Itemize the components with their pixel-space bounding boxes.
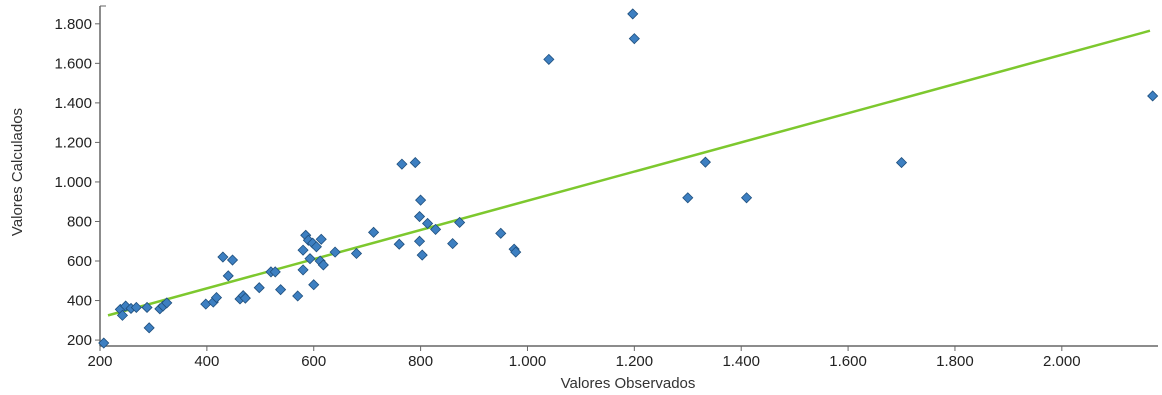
data-point xyxy=(416,249,428,261)
data-point xyxy=(350,247,363,260)
data-point xyxy=(510,246,522,258)
data-point xyxy=(895,157,908,169)
x-axis-title: Valores Observados xyxy=(561,375,696,392)
data-point xyxy=(396,158,408,170)
data-point xyxy=(308,279,320,291)
x-tick-label: 200 xyxy=(87,353,112,370)
y-axis-ticks: 200 400 600 800 1.000 1.200 1.400 1.600 1.800 xyxy=(54,16,100,349)
data-point xyxy=(310,241,322,253)
y-tick-label: 600 xyxy=(67,253,92,270)
data-point xyxy=(116,309,129,321)
data-point xyxy=(447,238,459,250)
data-point xyxy=(682,192,694,204)
data-point xyxy=(413,235,426,247)
data-point xyxy=(304,253,316,265)
y-tick-label: 1.400 xyxy=(54,95,92,112)
data-point xyxy=(415,194,427,206)
x-tick-label: 800 xyxy=(408,353,433,370)
x-tick-label: 400 xyxy=(194,353,219,370)
data-point xyxy=(740,192,753,204)
data-point xyxy=(226,254,239,266)
data-point xyxy=(413,210,426,223)
y-tick-label: 1.000 xyxy=(54,174,92,191)
data-point xyxy=(628,33,640,45)
data-point xyxy=(699,156,711,168)
data-point xyxy=(317,259,329,271)
axes xyxy=(99,5,1158,347)
data-point xyxy=(393,238,405,250)
trendline-group xyxy=(107,29,1151,317)
y-tick-label: 1.600 xyxy=(54,55,92,72)
data-point xyxy=(329,246,341,258)
data-point xyxy=(297,264,309,276)
trendline xyxy=(107,29,1151,317)
y-tick-label: 400 xyxy=(67,293,92,310)
x-axis-ticks: 200 400 600 800 1.000 1.200 1.400 1.600 1.800 2.0… xyxy=(87,346,1081,370)
data-point xyxy=(253,282,265,294)
y-tick-label: 800 xyxy=(67,213,92,230)
data-point xyxy=(1147,90,1159,102)
data-point xyxy=(161,297,173,309)
data-point xyxy=(141,301,153,314)
x-tick-label: 600 xyxy=(301,353,326,370)
y-axis-title: Valores Calculados xyxy=(9,108,26,236)
data-point xyxy=(269,266,281,278)
x-tick-label: 1.400 xyxy=(722,353,760,370)
x-tick-label: 1.200 xyxy=(616,353,654,370)
data-points xyxy=(98,8,1159,349)
y-tick-label: 1.800 xyxy=(54,16,92,33)
data-point xyxy=(430,223,442,235)
data-point xyxy=(297,244,309,256)
x-tick-label: 1.800 xyxy=(936,353,974,370)
y-tick-label: 1.200 xyxy=(54,134,92,151)
data-point xyxy=(98,337,110,349)
data-point xyxy=(239,292,251,304)
x-tick-label: 1.600 xyxy=(829,353,867,370)
data-point xyxy=(495,227,507,239)
x-tick-label: 2.000 xyxy=(1043,353,1081,370)
data-point xyxy=(275,284,287,296)
data-point xyxy=(627,8,639,20)
data-point xyxy=(543,53,555,65)
data-point xyxy=(210,292,223,304)
data-point xyxy=(315,233,327,245)
data-point xyxy=(217,251,229,263)
data-point xyxy=(143,322,155,334)
data-point xyxy=(222,270,234,282)
data-point xyxy=(421,217,434,230)
y-tick-label: 200 xyxy=(67,332,92,349)
data-point xyxy=(454,216,466,229)
x-tick-label: 1.000 xyxy=(509,353,547,370)
data-point xyxy=(292,290,304,302)
data-point xyxy=(130,301,142,314)
data-point xyxy=(409,157,421,169)
data-point xyxy=(368,226,380,238)
